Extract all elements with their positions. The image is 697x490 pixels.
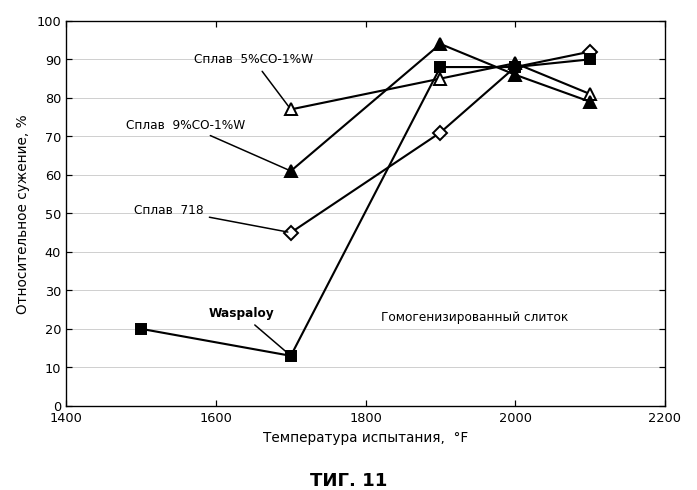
Text: ΤИГ. 11: ΤИГ. 11: [310, 471, 387, 489]
X-axis label: Температура испытания,  °F: Температура испытания, °F: [263, 430, 468, 444]
Text: Waspaloy: Waspaloy: [208, 307, 289, 354]
Text: Гомогенизированный слиток: Гомогенизированный слиток: [381, 311, 567, 324]
Text: Сплав  718: Сплав 718: [134, 203, 288, 232]
Text: Сплав  9%СО-1%W: Сплав 9%СО-1%W: [126, 119, 288, 170]
Text: Сплав  5%СО-1%W: Сплав 5%СО-1%W: [194, 53, 312, 107]
Y-axis label: Относительное сужение, %: Относительное сужение, %: [16, 114, 31, 313]
